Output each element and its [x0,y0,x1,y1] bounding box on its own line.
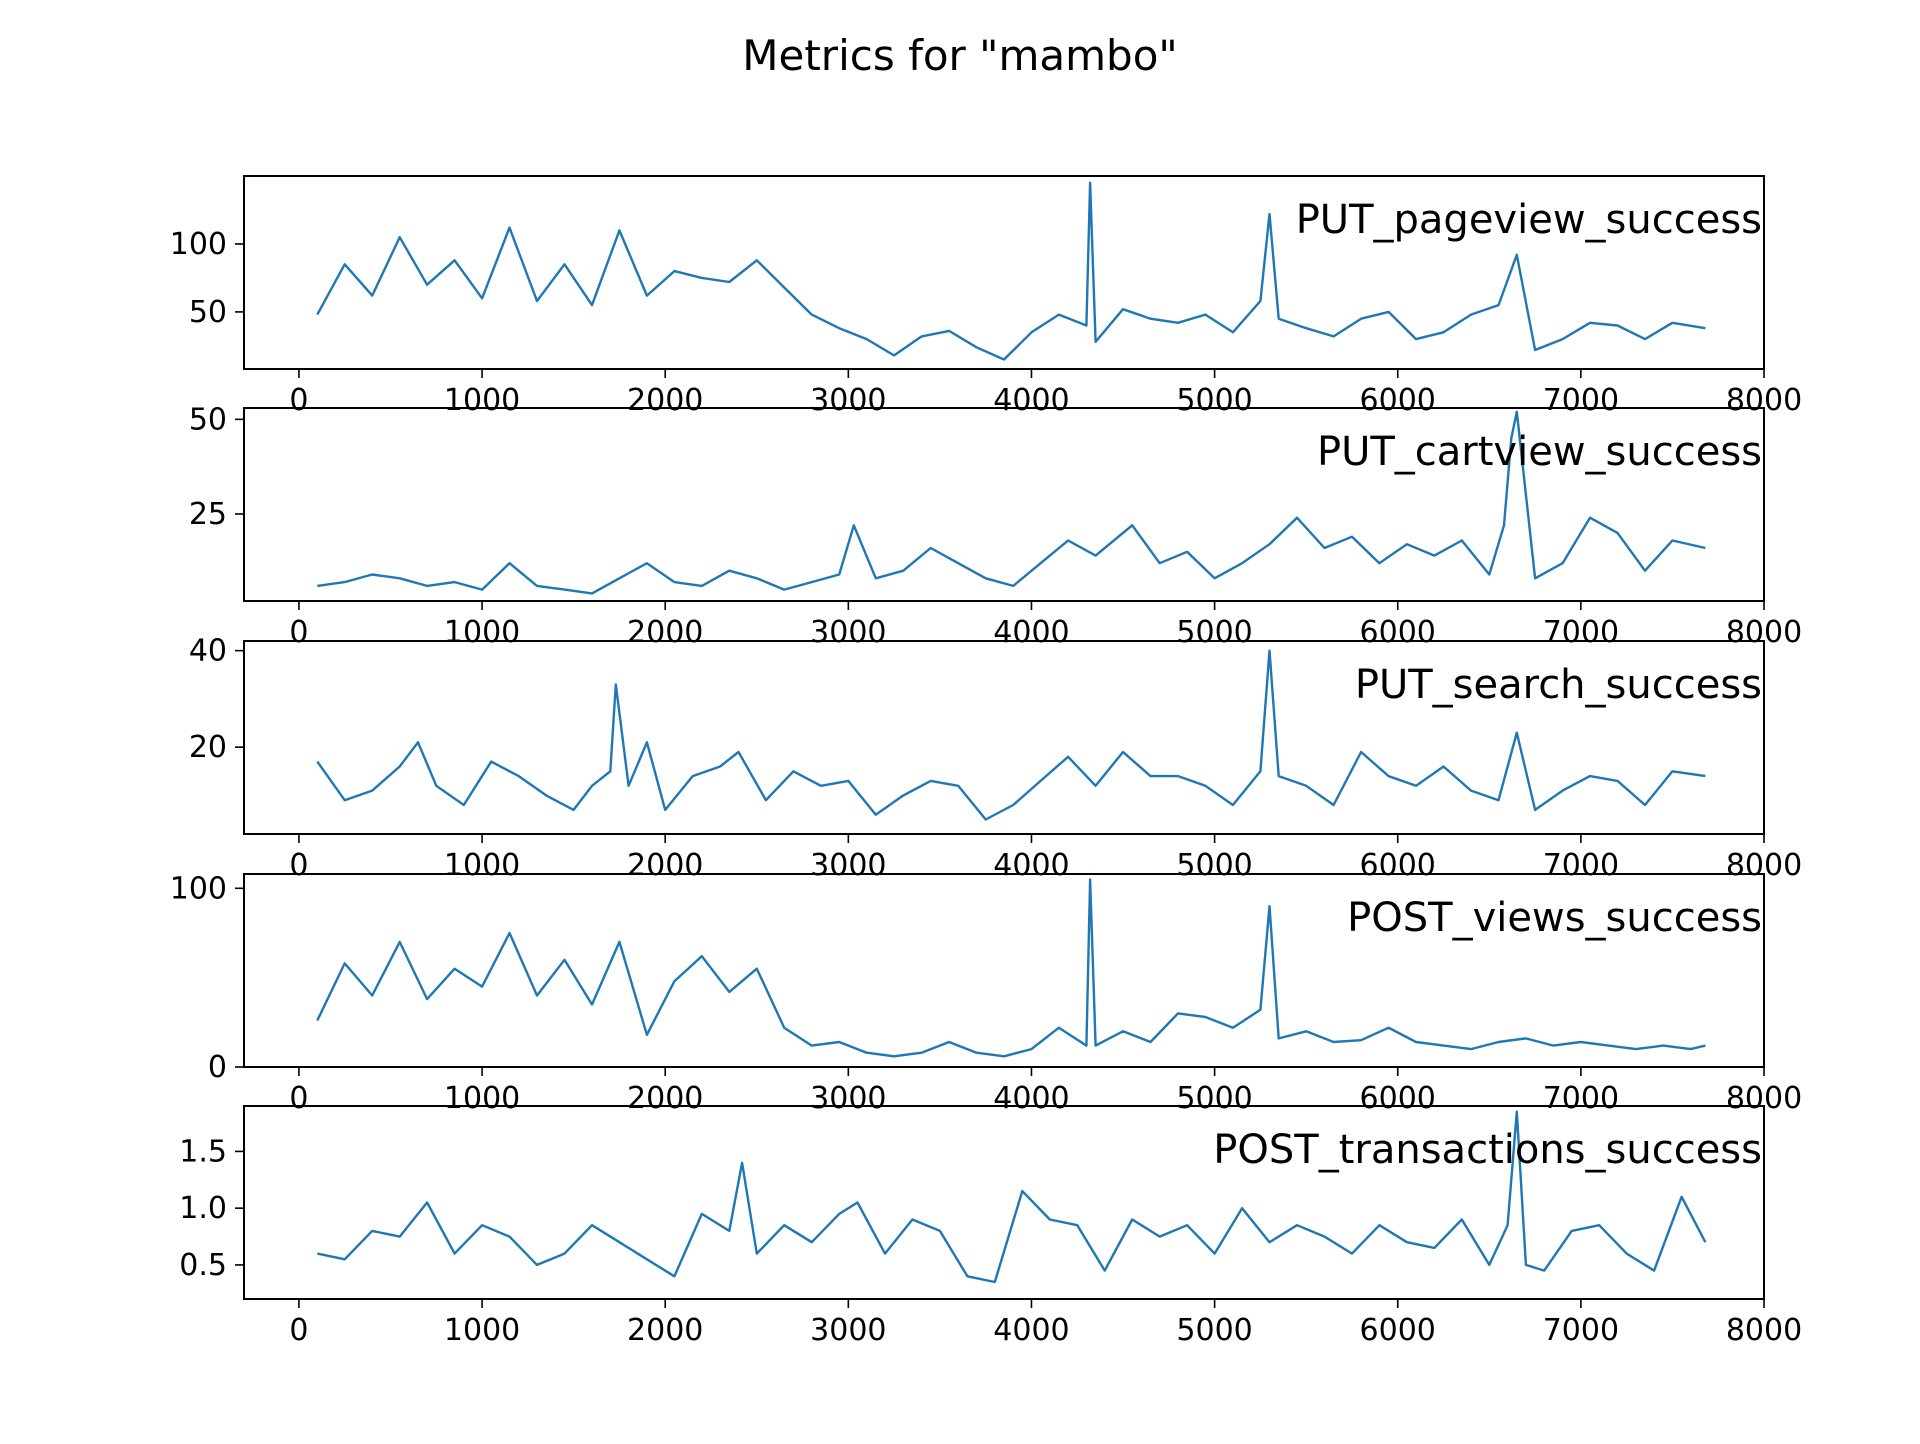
x-tick-label: 4000 [993,1313,1069,1348]
y-tick-label: 1.5 [179,1134,227,1169]
x-tick-label: 4000 [993,1081,1069,1116]
x-tick-label: 7000 [1543,848,1619,883]
y-tick-label: 50 [189,295,227,330]
y-tick-label: 1.0 [179,1191,227,1226]
x-tick-label: 3000 [810,1081,886,1116]
figure-title: Metrics for "mambo" [742,31,1177,80]
x-tick-label: 3000 [810,615,886,650]
x-tick-label: 0 [289,1313,308,1348]
x-tick-label: 7000 [1543,1081,1619,1116]
x-tick-label: 6000 [1360,615,1436,650]
x-tick-label: 1000 [444,383,520,418]
plot-frame-3 [243,640,1765,835]
y-tick-label: 0 [208,1050,227,1085]
y-tick-label: 25 [189,497,227,532]
x-tick-label: 0 [289,615,308,650]
x-tick-label: 2000 [627,615,703,650]
x-tick-label: 7000 [1543,1313,1619,1348]
x-tick-label: 4000 [993,848,1069,883]
x-tick-label: 0 [289,1081,308,1116]
x-tick-label: 1000 [444,848,520,883]
x-tick-label: 1000 [444,1081,520,1116]
x-tick-label: 6000 [1360,383,1436,418]
y-tick-label: 100 [170,227,227,262]
x-tick-label: 3000 [810,383,886,418]
plot-frame-5 [243,1105,1765,1300]
x-tick-label: 0 [289,848,308,883]
x-tick-label: 4000 [993,383,1069,418]
series-label-1: PUT_pageview_success [1296,197,1762,243]
x-tick-label: 1000 [444,615,520,650]
x-tick-label: 2000 [627,1081,703,1116]
series-label-3: PUT_search_success [1355,662,1762,708]
x-tick-label: 5000 [1176,1081,1252,1116]
x-tick-label: 5000 [1176,383,1252,418]
y-tick-label: 100 [170,871,227,906]
x-tick-label: 6000 [1360,1313,1436,1348]
x-tick-label: 2000 [627,848,703,883]
x-tick-label: 5000 [1176,1313,1252,1348]
x-tick-label: 6000 [1360,1081,1436,1116]
plot-frame-2 [243,407,1765,602]
x-tick-label: 0 [289,383,308,418]
series-line-2 [317,410,1706,595]
x-tick-label: 7000 [1543,383,1619,418]
x-tick-label: 1000 [444,1313,520,1348]
y-tick-label: 20 [189,730,227,765]
y-tick-label: 0.5 [179,1248,227,1283]
x-tick-label: 5000 [1176,615,1252,650]
x-tick-label: 6000 [1360,848,1436,883]
y-tick-label: 40 [189,634,227,669]
series-label-4: POST_views_success [1347,895,1762,941]
series-line-1 [316,181,1706,361]
x-tick-label: 3000 [810,1313,886,1348]
y-tick-label: 50 [189,402,227,437]
series-line-5 [317,1110,1707,1284]
series-label-5: POST_transactions_success [1213,1127,1762,1173]
x-tick-label: 2000 [627,1313,703,1348]
x-tick-label: 5000 [1176,848,1252,883]
x-tick-label: 7000 [1543,615,1619,650]
series-label-2: PUT_cartview_success [1317,429,1762,475]
series-line-3 [316,649,1706,821]
x-tick-label: 4000 [993,615,1069,650]
x-tick-label: 3000 [810,848,886,883]
series-line-4 [316,878,1706,1058]
plot-frame-4 [243,873,1765,1068]
x-tick-label: 2000 [627,383,703,418]
plot-frame-1 [243,175,1765,370]
x-tick-label: 8000 [1726,1313,1802,1348]
